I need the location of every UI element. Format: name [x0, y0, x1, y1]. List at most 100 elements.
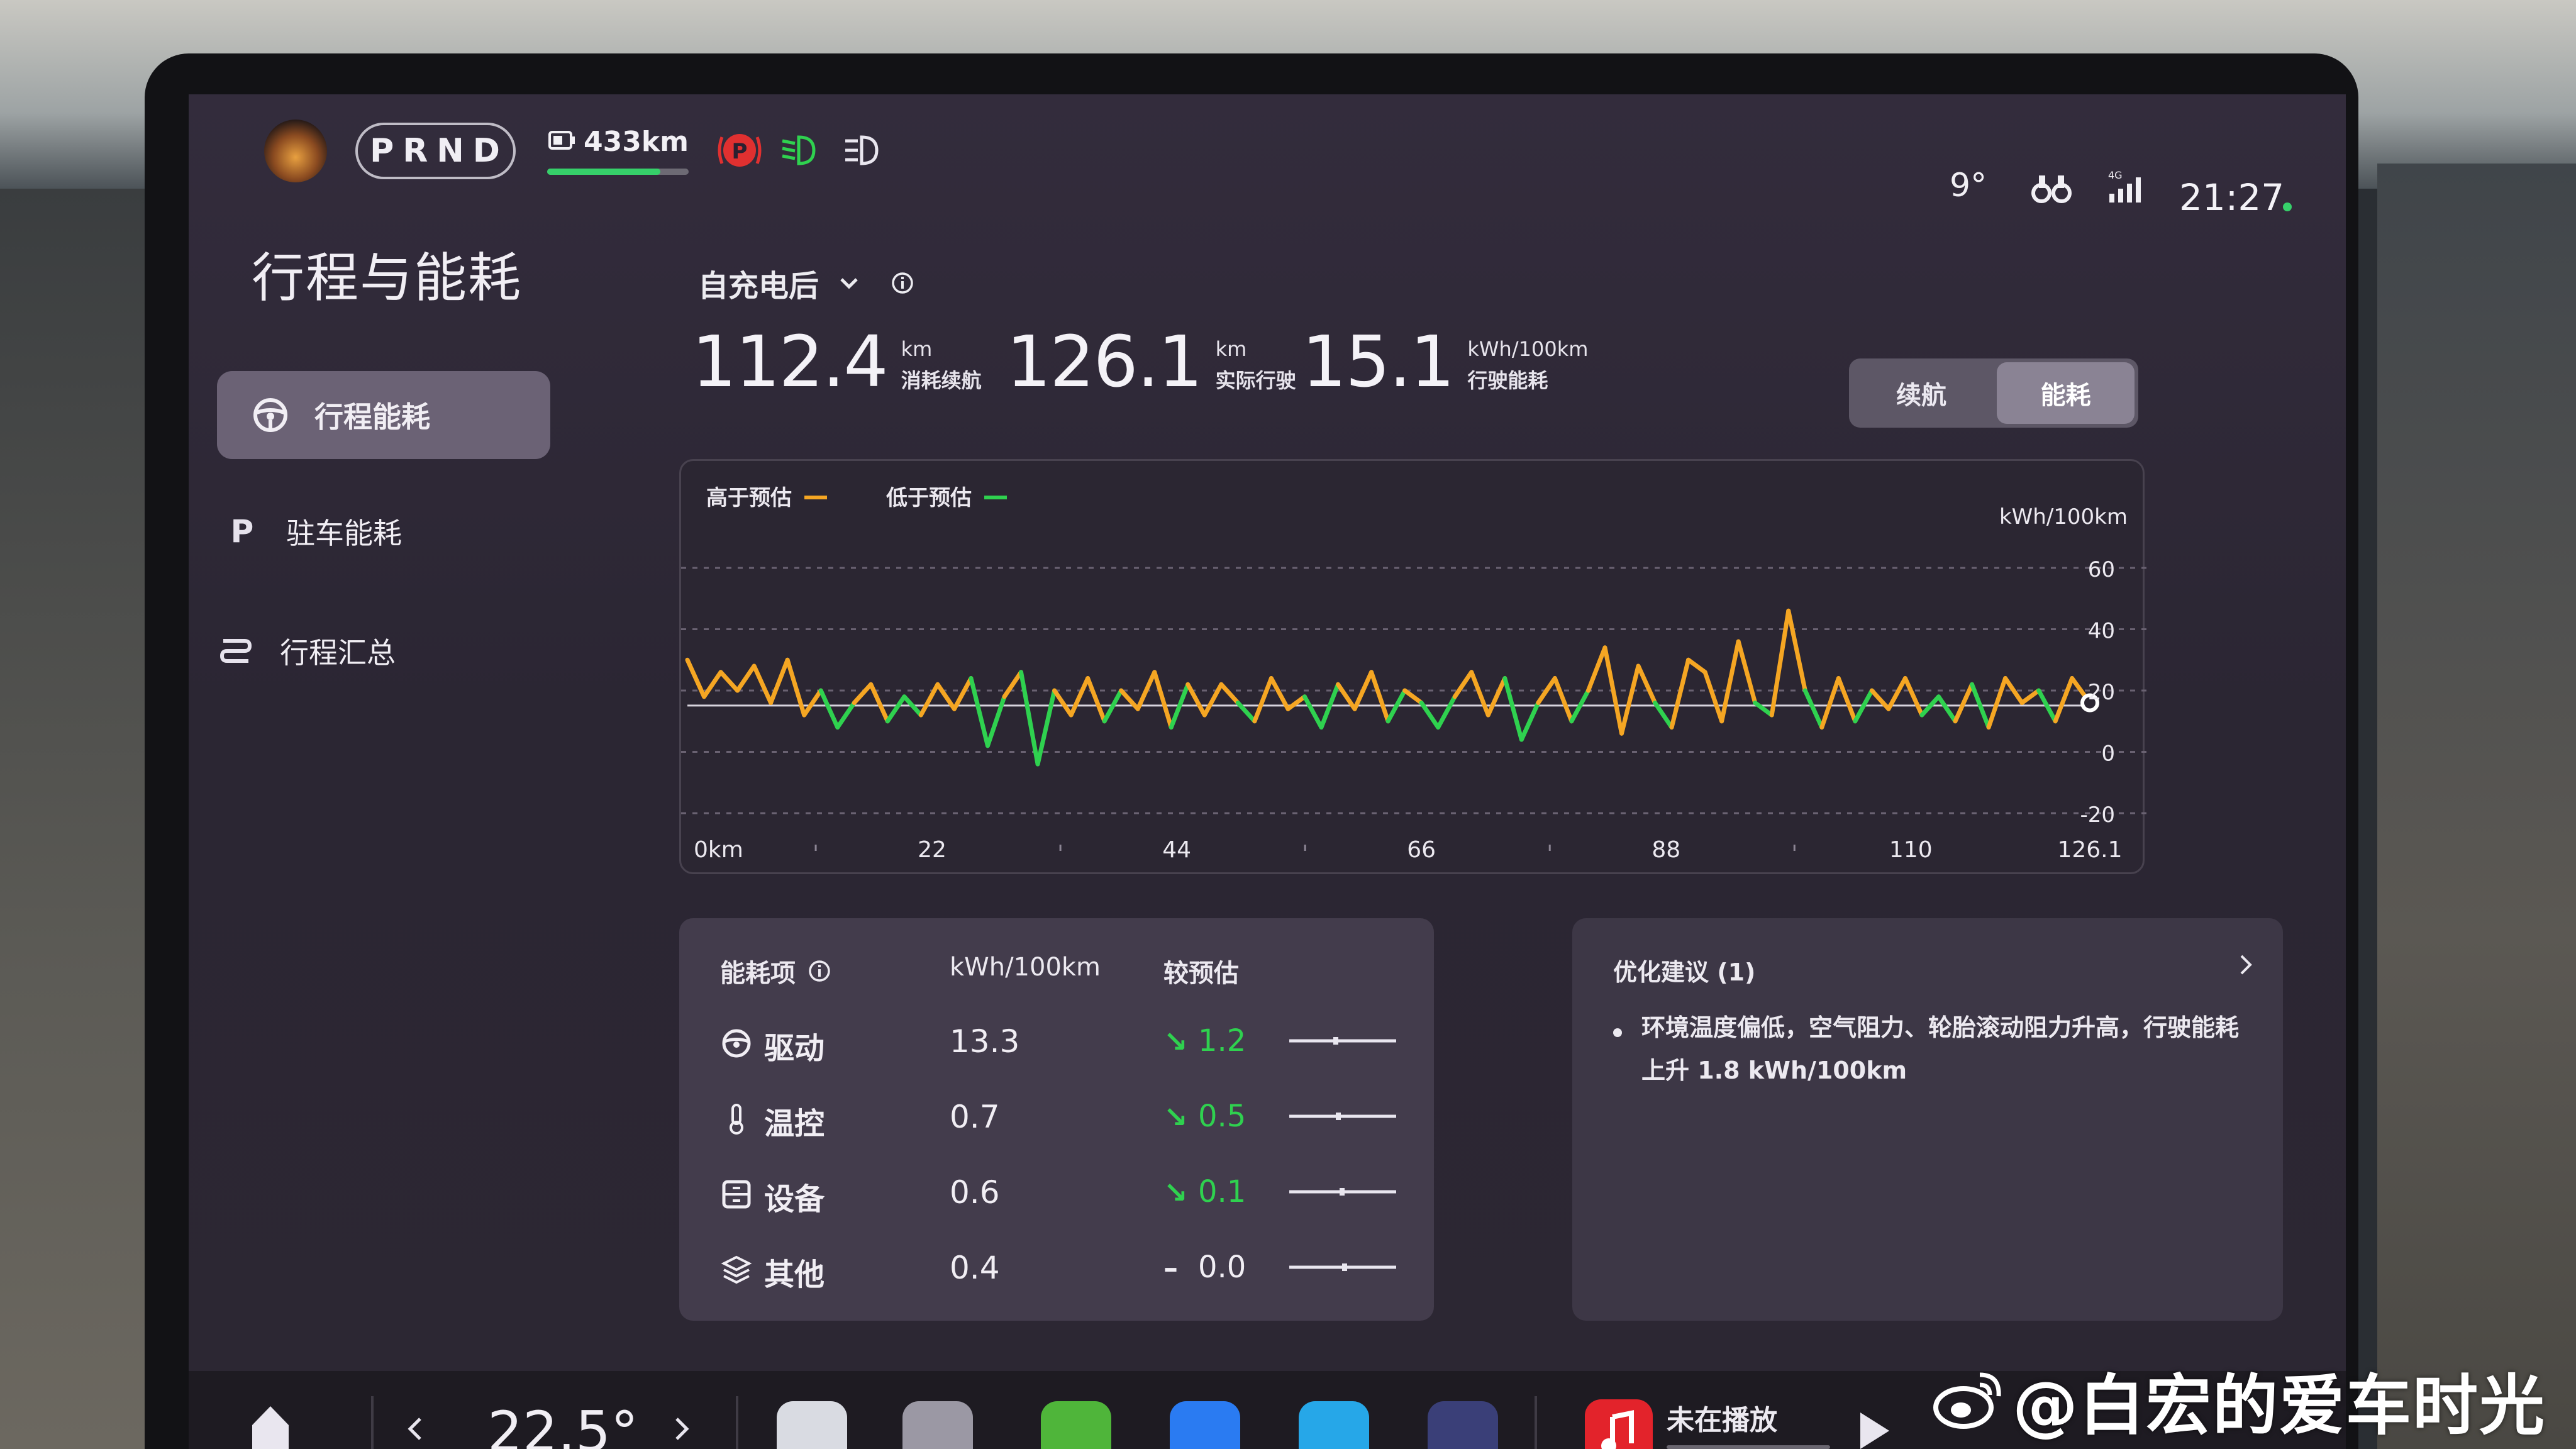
series-segment — [1519, 701, 1541, 742]
music-status: 未在播放 — [1667, 1404, 1777, 1436]
series-segment — [1502, 676, 1524, 742]
metric-unit: km — [1215, 337, 1247, 361]
sidebar-item-trip-summary[interactable]: 行程汇总 — [217, 619, 396, 682]
seat-app-icon[interactable] — [1299, 1401, 1369, 1449]
series-segment — [1953, 682, 1975, 724]
series-segment — [1219, 682, 1240, 705]
series-segment — [1802, 688, 1824, 730]
music-app-icon[interactable] — [1585, 1399, 1653, 1449]
avatar[interactable] — [264, 119, 327, 182]
table-row: 驱动 13.3 ↘ 1.2 — [679, 1009, 1434, 1072]
series-segment — [718, 670, 740, 693]
series-segment — [885, 694, 907, 724]
y-tick-label: 40 — [2088, 619, 2115, 644]
binoculars-icon[interactable] — [2031, 173, 2072, 204]
signal-label: 4G — [2108, 169, 2123, 181]
series-segment — [1986, 676, 2008, 730]
navigation-app-icon[interactable] — [1041, 1401, 1111, 1449]
table-row: 其他 0.4 – 0.0 — [679, 1236, 1434, 1299]
series-segment — [1369, 670, 1391, 724]
bottom-dock: 22.5° 未在播放 — [189, 1371, 2346, 1449]
series-segment — [2036, 688, 2058, 724]
chevron-left-icon[interactable] — [402, 1415, 430, 1443]
info-icon[interactable] — [807, 958, 832, 984]
trend-down-icon: ↘ — [1163, 1024, 1188, 1058]
header-label: 能耗项 — [720, 959, 796, 988]
settings-app-icon[interactable] — [902, 1401, 973, 1449]
series-segment — [1019, 670, 1040, 767]
series-segment — [1753, 701, 1774, 718]
x-tick-label: 0km — [694, 837, 743, 863]
series-segment — [969, 676, 990, 748]
series-segment — [1552, 676, 1574, 724]
y-tick-label: 0 — [2101, 741, 2115, 767]
phone-app-icon[interactable] — [777, 1401, 847, 1449]
row-delta: 0.0 — [1198, 1250, 1246, 1285]
sidebar-item-trip-energy[interactable]: 行程能耗 — [217, 371, 550, 459]
series-segment — [1886, 676, 1907, 711]
toggle-energy-button[interactable]: 能耗 — [1997, 362, 2135, 424]
chevron-right-icon[interactable] — [2233, 951, 2258, 979]
header-compare: 较预估 — [1163, 959, 1239, 988]
row-value: 0.7 — [950, 1099, 1000, 1135]
x-tick-label: 88 — [1652, 837, 1680, 863]
position-light-icon — [845, 135, 879, 165]
current-point-marker — [2080, 693, 2099, 713]
chevron-right-icon[interactable] — [667, 1415, 694, 1443]
x-tick-label: 44 — [1162, 837, 1191, 863]
svg-text:P: P — [732, 139, 748, 164]
series-segment — [1302, 694, 1324, 730]
car-home-icon[interactable] — [248, 1402, 292, 1449]
series-segment — [1686, 657, 1707, 675]
series-segment — [852, 682, 874, 705]
toggle-range-button[interactable]: 续航 — [1896, 381, 1946, 410]
play-button[interactable] — [1855, 1409, 1893, 1449]
gear-selector[interactable]: PRND — [355, 123, 516, 179]
series-segment — [752, 663, 774, 705]
suggestions-title: 优化建议 (1) — [1613, 958, 1756, 986]
table-row: 温控 0.7 ↘ 0.5 — [679, 1085, 1434, 1148]
series-segment — [1269, 676, 1291, 711]
header-energy-item: 能耗项 — [720, 953, 832, 989]
series-segment — [1736, 639, 1758, 705]
background-left — [0, 189, 151, 1449]
series-segment — [869, 682, 890, 724]
series-segment — [1786, 608, 1807, 693]
background-right — [2377, 164, 2576, 1449]
series-segment — [1836, 676, 1858, 724]
parking-glyph: P — [230, 513, 254, 550]
info-icon[interactable] — [890, 270, 915, 296]
range-bar — [547, 169, 689, 175]
filter-select[interactable]: 自充电后 — [698, 261, 915, 305]
series-segment — [1152, 670, 1174, 730]
metric-consumed-range: 112.4 km 消耗续航 — [692, 327, 982, 397]
launcher-app-icon[interactable] — [1428, 1401, 1498, 1449]
row-delta: 0.1 — [1198, 1174, 1246, 1209]
bullet-dot — [1613, 1028, 1622, 1037]
legend-label: 低于预估 — [886, 486, 972, 511]
metric-value: 15.1 — [1302, 321, 1455, 403]
metric-label: 实际行驶 — [1215, 369, 1296, 392]
series-segment — [985, 694, 1007, 748]
row-delta: 0.5 — [1198, 1099, 1246, 1134]
series-segment — [1202, 682, 1224, 718]
y-tick-label: 60 — [2088, 557, 2115, 582]
series-segment — [1135, 670, 1157, 711]
sidebar-item-parking-energy[interactable]: P 驻车能耗 — [223, 500, 402, 563]
low-beam-icon — [782, 135, 816, 165]
optimization-suggestions-panel[interactable]: 优化建议 (1) 环境温度偏低，空气阻力、轮胎滚动阻力升高，行驶能耗上升 1.8… — [1572, 918, 2283, 1321]
comparison-scale — [1289, 1263, 1396, 1271]
unit-label: kWh/100km — [1999, 504, 2128, 530]
page-title: 行程与能耗 — [252, 247, 523, 309]
series-segment — [918, 682, 940, 718]
row-name: 驱动 — [764, 1031, 825, 1066]
series-segment — [1485, 676, 1507, 718]
series-segment — [1052, 688, 1074, 718]
video-app-icon[interactable] — [1170, 1401, 1240, 1449]
series-segment — [1085, 676, 1107, 724]
outside-temperature: 9° — [1950, 167, 1987, 204]
series-segment — [1569, 688, 1591, 724]
comparison-scale — [1289, 1188, 1396, 1196]
signal-icon: 4G — [2108, 169, 2141, 203]
header-unit: kWh/100km — [950, 953, 1101, 982]
